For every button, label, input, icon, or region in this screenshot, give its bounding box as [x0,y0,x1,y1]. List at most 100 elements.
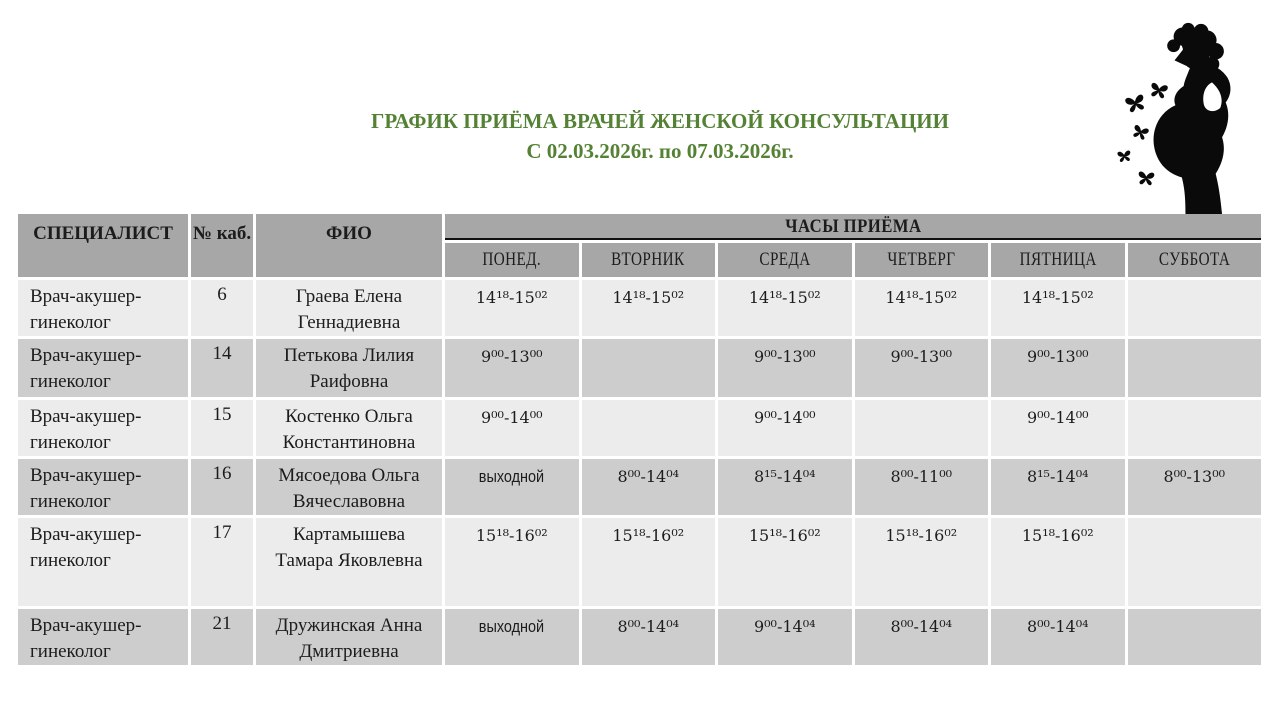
doctor-name-cell: Петькова Лилия Раифовна [256,339,442,397]
schedule-cell [1127,339,1261,397]
day-label: СРЕДА [759,249,811,270]
schedule-value: 8⁰⁰-14⁰⁴ [1026,617,1089,636]
column-header-room: № каб. [191,214,253,277]
day-label: ПЯТНИЦА [1019,249,1097,270]
schedule-cell: 9⁰⁰-14⁰⁴ [718,609,852,665]
schedule-cell [581,339,715,397]
specialist-cell: Врач-акушер-гинеколог [18,609,188,665]
table-row: Врач-акушер-гинеколог 21 Дружинская Анна… [18,609,1261,665]
day-header-tuesday: ВТОРНИК [581,243,715,277]
schedule-value: 15¹⁸-16⁰² [885,526,958,545]
table-header-row: СПЕЦИАЛИСТ № каб. ФИО ЧАСЫ ПРИЁМА [18,214,1261,277]
schedule-cell [581,400,715,456]
schedule-cell [854,400,988,456]
table-row: Врач-акушер-гинеколог 14 Петькова Лилия … [18,339,1261,397]
column-header-hours: ЧАСЫ ПРИЁМА [445,214,1261,240]
doctor-name-cell: Дружинская Анна Дмитриевна [256,609,442,665]
schedule-cell [1127,400,1261,456]
table-row: Врач-акушер-гинеколог 15 Костенко Ольга … [18,400,1261,456]
schedule-cell: выходной [445,459,579,515]
room-number-cell: 14 [191,339,253,397]
specialist-cell: Врач-акушер-гинеколог [18,339,188,397]
schedule-value: 15¹⁸-16⁰² [612,526,685,545]
schedule-value: 8⁰⁰-14⁰⁴ [617,617,680,636]
schedule-value: 9⁰⁰-13⁰⁰ [480,347,543,366]
schedule-cell: 14¹⁸-15⁰² [991,280,1125,336]
schedule-value: выходной [479,617,545,636]
schedule-value: 15¹⁸-16⁰² [475,526,548,545]
day-header-thursday: ЧЕТВЕРГ [854,243,988,277]
schedule-cell: 14¹⁸-15⁰² [854,280,988,336]
schedule-value: 15¹⁸-16⁰² [1021,526,1094,545]
schedule-cell: 8⁰⁰-14⁰⁴ [581,609,715,665]
schedule-value: 8⁰⁰-14⁰⁴ [890,617,953,636]
schedule-cell: 8¹⁵-14⁰⁴ [718,459,852,515]
schedule-cell: 8⁰⁰-13⁰⁰ [1127,459,1261,515]
schedule-value: 14¹⁸-15⁰² [1021,288,1094,307]
schedule-value: 8⁰⁰-11⁰⁰ [890,467,953,486]
schedule-value: 9⁰⁰-13⁰⁰ [890,347,953,366]
schedule-cell: 8⁰⁰-11⁰⁰ [854,459,988,515]
butterfly-icon [1117,150,1132,163]
day-header-saturday: СУББОТА [1127,243,1261,277]
schedule-value: 8⁰⁰-13⁰⁰ [1163,467,1226,486]
table-row: Врач-акушер-гинеколог 17 Картамышева Там… [18,518,1261,606]
day-header-wednesday: СРЕДА [718,243,852,277]
schedule-cell: 9⁰⁰-14⁰⁰ [991,400,1125,456]
schedule-cell: 9⁰⁰-13⁰⁰ [445,339,579,397]
table-row: Врач-акушер-гинеколог 16 Мясоедова Ольга… [18,459,1261,515]
schedule-cell: 9⁰⁰-13⁰⁰ [991,339,1125,397]
schedule-cell [1127,609,1261,665]
schedule-value: 15¹⁸-16⁰² [748,526,821,545]
schedule-cell: 8⁰⁰-14⁰⁴ [991,609,1125,665]
schedule-cell: 15¹⁸-16⁰² [854,518,988,606]
butterfly-icon [1149,82,1169,99]
room-number-cell: 21 [191,609,253,665]
days-header-row: ПОНЕД. ВТОРНИК СРЕДА ЧЕТВЕРГ ПЯТНИЦА СУБ… [18,243,1261,277]
doctor-name-cell: Картамышева Тамара Яковлевна [256,518,442,606]
schedule-value: 8¹⁵-14⁰⁴ [753,467,816,486]
schedule-value: 14¹⁸-15⁰² [748,288,821,307]
schedule-cell: 9⁰⁰-14⁰⁰ [718,400,852,456]
room-number-cell: 6 [191,280,253,336]
schedule-value: 9⁰⁰-14⁰⁴ [753,617,816,636]
specialist-cell: Врач-акушер-гинеколог [18,400,188,456]
schedule-value: 14¹⁸-15⁰² [612,288,685,307]
day-header-monday: ПОНЕД. [445,243,579,277]
schedule-cell [1127,280,1261,336]
schedule-cell: 14¹⁸-15⁰² [718,280,852,336]
schedule-value: 8⁰⁰-14⁰⁴ [617,467,680,486]
schedule-cell: 9⁰⁰-13⁰⁰ [718,339,852,397]
room-number-cell: 17 [191,518,253,606]
day-label: ЧЕТВЕРГ [887,249,956,270]
butterfly-icon [1124,93,1147,114]
doctor-name-cell: Костенко Ольга Константиновна [256,400,442,456]
schedule-cell: 8⁰⁰-14⁰⁴ [854,609,988,665]
schedule-value: 8¹⁵-14⁰⁴ [1026,467,1089,486]
schedule-cell: 15¹⁸-16⁰² [445,518,579,606]
column-header-specialist: СПЕЦИАЛИСТ [18,214,188,277]
schedule-value: 14¹⁸-15⁰² [475,288,548,307]
schedule-cell: выходной [445,609,579,665]
schedule-table: СПЕЦИАЛИСТ № каб. ФИО ЧАСЫ ПРИЁМА ПОНЕД.… [15,211,1264,668]
title-line-2: С 02.03.2026г. по 07.03.2026г. [526,139,794,163]
pregnant-woman-silhouette [1098,22,1262,215]
room-number-cell: 15 [191,400,253,456]
column-header-name: ФИО [256,214,442,277]
schedule-value: 14¹⁸-15⁰² [885,288,958,307]
schedule-value: 9⁰⁰-13⁰⁰ [1026,347,1089,366]
day-label: ВТОРНИК [611,249,685,270]
day-label: СУББОТА [1158,249,1230,270]
schedule-value: 9⁰⁰-14⁰⁰ [753,408,816,427]
schedule-value: 9⁰⁰-14⁰⁰ [1026,408,1089,427]
table-row: Врач-акушер-гинеколог 6 Граева Елена Ген… [18,280,1261,336]
day-label: ПОНЕД. [482,249,542,270]
schedule-value: выходной [479,467,545,486]
pregnant-woman-art [1117,22,1231,215]
butterfly-icon [1131,124,1150,141]
schedule-cell: 14¹⁸-15⁰² [581,280,715,336]
specialist-cell: Врач-акушер-гинеколог [18,280,188,336]
schedule-value: 9⁰⁰-14⁰⁰ [480,408,543,427]
schedule-value: 9⁰⁰-13⁰⁰ [753,347,816,366]
doctor-name-cell: Граева Елена Геннадиевна [256,280,442,336]
